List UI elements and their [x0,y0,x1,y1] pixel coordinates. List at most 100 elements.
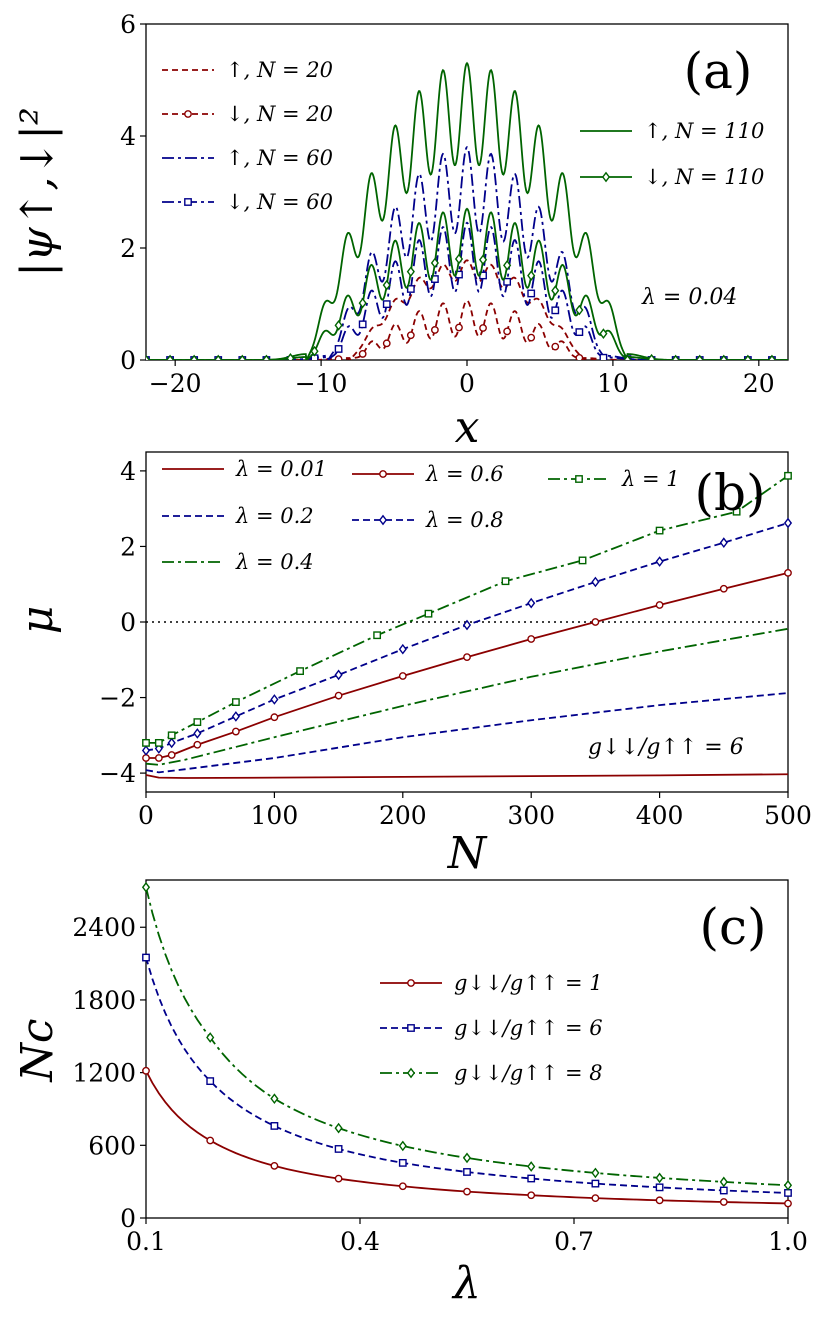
data-marker [382,279,391,291]
data-marker [214,354,223,360]
data-marker [206,1077,215,1086]
x-tick-label: −10 [295,369,348,398]
data-marker [142,738,150,747]
data-marker [430,326,439,334]
data-marker [334,1145,343,1153]
x-tick-label: 200 [379,801,427,830]
data-marker [141,881,151,893]
data-marker [527,1161,536,1172]
legend-marker [575,475,583,483]
y-axis-label: μ [12,606,63,635]
data-marker [424,609,433,618]
data-marker [334,355,343,360]
legend-label: ↓, N = 60 [226,190,333,214]
legend-label: ↑, N = 60 [226,146,333,170]
x-tick-label: −20 [149,369,202,398]
data-marker [463,1168,471,1176]
y-tick-label: 2400 [72,913,136,942]
panel-label: (a) [684,42,753,100]
x-tick-label: 0 [459,369,475,398]
data-marker [578,556,587,565]
data-marker [527,333,536,342]
data-marker [591,1179,600,1188]
legend-marker [601,171,611,183]
series-line [145,1070,789,1205]
data-marker [591,576,600,588]
series-line [146,145,788,360]
x-tick-label: 10 [597,369,629,398]
data-marker [655,1196,664,1205]
data-marker [206,1032,215,1043]
data-marker [373,631,382,640]
data-marker [382,300,391,309]
data-marker [783,1179,793,1191]
data-marker [238,354,247,360]
panel-a: −20 −10 0 10 20 0 2 4 6 (a) λ = 0.04 ↑, N = 20 ↓, N … [12,10,789,453]
data-marker [193,718,202,727]
y-axis-label: |ψ↑,↓|² [12,107,63,277]
y-tick-label: 1200 [72,1059,136,1088]
x-tick-label: 400 [636,801,684,830]
data-marker [719,1176,728,1188]
x-tick-label: 0.7 [554,1227,594,1256]
y-tick-label: 0 [120,346,136,375]
data-marker [406,285,415,293]
data-marker [406,266,415,278]
data-marker [462,619,472,631]
data-marker [655,1172,664,1184]
data-marker [231,698,240,706]
x-tick-label: 1.0 [768,1227,808,1256]
series-line [146,572,789,759]
legend-label: λ = 0.6 [425,462,504,486]
data-marker [286,352,295,360]
data-marker [455,323,463,332]
data-marker [503,277,512,286]
data-marker [623,354,632,360]
data-marker [154,754,163,762]
data-marker [671,354,680,360]
y-tick-label: 2 [120,532,136,561]
data-marker [575,304,584,316]
data-marker [193,728,202,739]
data-marker [551,342,560,351]
series-line [146,221,788,360]
data-marker [599,353,608,360]
data-marker [142,1066,150,1075]
data-marker [334,345,343,353]
data-marker [398,1140,407,1152]
series-line [146,207,788,360]
data-marker [527,289,536,298]
data-marker [784,1199,792,1208]
y-tick-label: 0 [120,608,136,637]
data-marker [398,1158,407,1167]
data-marker [599,328,608,339]
data-marker [206,1136,215,1145]
series-line [145,887,789,1187]
y-tick-label: 4 [120,457,136,486]
data-marker [334,1174,343,1183]
data-marker [154,738,163,747]
y-axis-label: Nc [12,1018,63,1082]
y-tick-label: 1800 [72,986,136,1015]
data-marker [334,669,343,681]
data-marker [358,350,367,358]
data-marker [141,745,151,756]
legend-label: g↓↓/g↑↑ = 8 [454,1061,603,1085]
panel-label: (b) [694,464,765,522]
x-tick-label: 300 [507,801,555,830]
legend-label: λ = 1 [621,467,680,491]
data-marker [190,354,199,360]
data-marker [193,740,202,749]
data-marker [719,1198,728,1206]
y-tick-label: 2 [120,234,136,263]
data-marker [527,1174,536,1183]
x-tick-label: 0 [138,801,154,830]
y-tick-label: 4 [120,122,136,151]
data-marker [270,1162,279,1170]
panel-c: 0.1 0.4 0.7 1.0 0 600 1200 1800 2400 (c) g↓↓/g↑↑ =… [12,879,808,1309]
legend-label: ↑, N = 110 [644,119,764,143]
legend-label: λ = 0.8 [425,508,504,532]
data-marker [655,526,664,535]
data-marker [231,711,240,722]
legend-marker [406,1067,416,1079]
